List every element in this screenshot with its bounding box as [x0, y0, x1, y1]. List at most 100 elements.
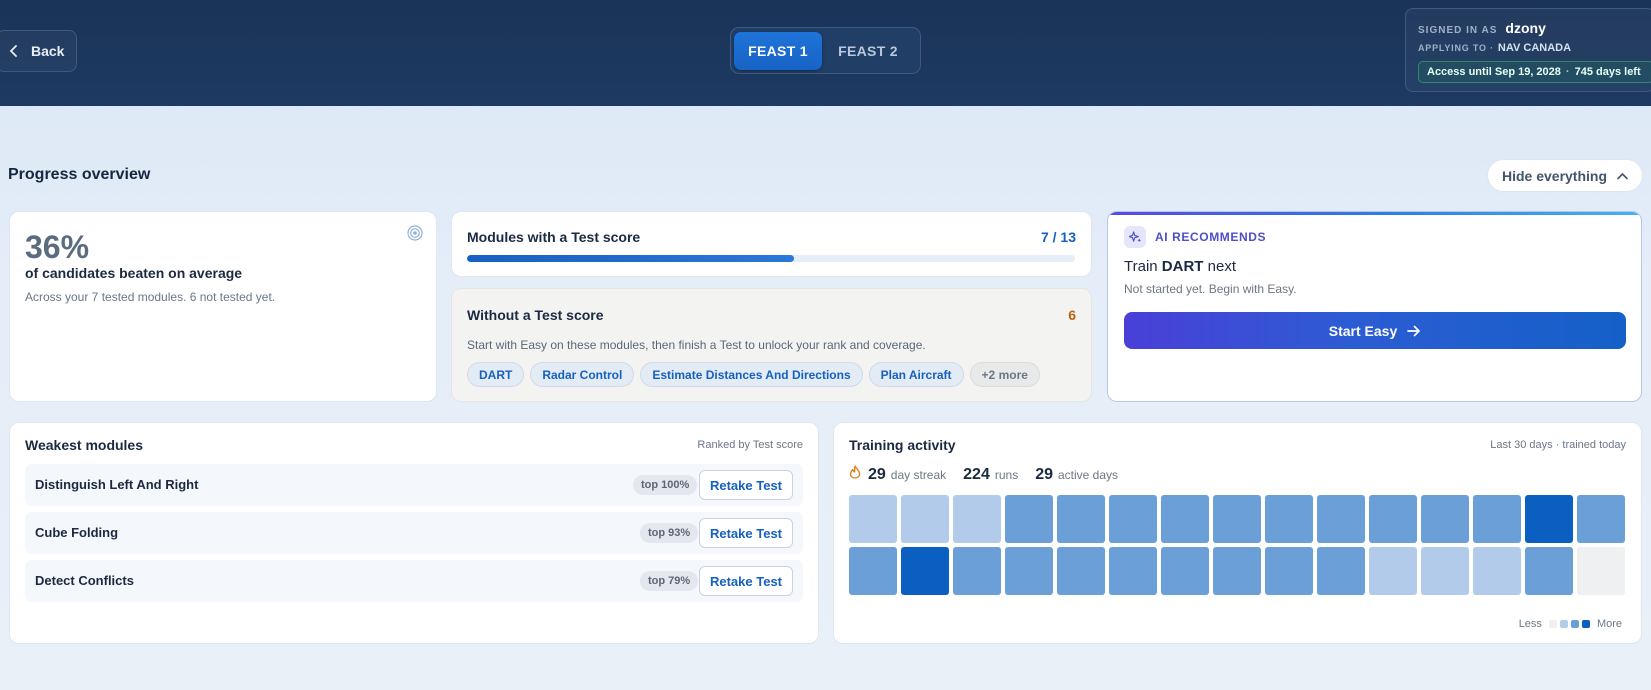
- signed-in-label: SIGNED IN AS: [1418, 25, 1498, 36]
- weakest-modules-title: Weakest modules: [25, 437, 144, 453]
- flame-icon: [849, 465, 861, 479]
- weak-module-rank-badge: top 100%: [633, 475, 698, 495]
- heatmap-cell: [1577, 547, 1625, 595]
- legend-less: Less: [1518, 618, 1542, 630]
- modules-progress-fill: [467, 255, 795, 262]
- heatmap-cell: [1265, 547, 1313, 595]
- legend-swatch: [1559, 620, 1568, 628]
- weak-module-row: Detect Conflicts top 79% Retake Test: [25, 560, 803, 602]
- without-score-title: Without a Test score: [467, 307, 604, 323]
- ai-train-prefix: Train: [1124, 258, 1162, 275]
- untested-module-chips: DART Radar Control Estimate Distances An…: [467, 362, 1040, 387]
- hide-everything-button[interactable]: Hide everything: [1487, 159, 1643, 192]
- beaten-subtext: Across your 7 tested modules. 6 not test…: [25, 290, 276, 304]
- training-activity-title: Training activity: [849, 437, 956, 453]
- active-days-label: active days: [1058, 468, 1119, 482]
- access-separator: ·: [1565, 66, 1570, 78]
- heatmap-cell: [1421, 547, 1469, 595]
- weak-module-name: Distinguish Left And Right: [35, 477, 199, 492]
- ai-train-suffix: next: [1203, 258, 1236, 275]
- retake-test-button[interactable]: Retake Test: [699, 518, 793, 548]
- heatmap-cell: [901, 547, 949, 595]
- modules-progress-bar: [467, 255, 1075, 262]
- without-score-description: Start with Easy on these modules, then f…: [467, 338, 926, 352]
- heatmap-cell: [1005, 547, 1053, 595]
- chip-dart[interactable]: DART: [467, 362, 525, 387]
- heatmap-cell: [901, 495, 949, 543]
- ai-recommendation-subtext: Not started yet. Begin with Easy.: [1124, 282, 1297, 296]
- start-easy-button[interactable]: Start Easy: [1124, 312, 1626, 349]
- retake-test-button[interactable]: Retake Test: [699, 470, 793, 500]
- account-card: SIGNED IN AS dzony APPLYING TO · NAV CAN…: [1405, 8, 1651, 92]
- heatmap-cell: [1473, 547, 1521, 595]
- access-until: Access until Sep 19, 2028: [1427, 66, 1561, 78]
- heatmap-cell: [1005, 495, 1053, 543]
- ai-accent-line: [1108, 212, 1641, 215]
- heatmap-cell: [1057, 547, 1105, 595]
- username: dzony: [1505, 20, 1546, 36]
- ranked-by-label: Ranked by Test score: [697, 439, 803, 451]
- weak-module-rank-badge: top 79%: [640, 571, 699, 591]
- training-activity-card: Training activity Last 30 days · trained…: [833, 422, 1642, 644]
- heatmap-cell: [1317, 495, 1365, 543]
- chevron-up-icon: [1617, 172, 1628, 179]
- heatmap-cell: [1161, 547, 1209, 595]
- chip-plan-aircraft[interactable]: Plan Aircraft: [868, 362, 964, 387]
- ai-recommendation-card: AI RECOMMENDS Train DART next Not starte…: [1107, 211, 1642, 402]
- weak-module-name: Cube Folding: [35, 525, 119, 540]
- weakest-modules-card: Weakest modules Ranked by Test score Dis…: [9, 422, 819, 644]
- applying-to-label: APPLYING TO ·: [1418, 43, 1494, 53]
- retake-test-button[interactable]: Retake Test: [699, 566, 793, 596]
- chip-more[interactable]: +2 more: [969, 362, 1040, 387]
- runs-count: 224: [963, 466, 990, 483]
- ai-recommends-label: AI RECOMMENDS: [1155, 230, 1267, 244]
- heatmap-cell: [1369, 495, 1417, 543]
- target-icon: [407, 225, 423, 241]
- activity-stats: 29 day streak 224 runs 29 active days: [849, 465, 1130, 484]
- heatmap-cell: [953, 547, 1001, 595]
- hide-everything-label: Hide everything: [1501, 167, 1608, 184]
- heatmap-cell: [1213, 547, 1261, 595]
- start-easy-label: Start Easy: [1328, 322, 1398, 339]
- beaten-label: of candidates beaten on average: [25, 265, 243, 281]
- legend-swatch: [1581, 620, 1590, 628]
- activity-range: Last 30 days · trained today: [1490, 439, 1626, 451]
- ai-recommendation-text: Train DART next: [1124, 258, 1236, 275]
- top-bar: Back FEAST 1 FEAST 2 SIGNED IN AS dzony …: [0, 0, 1651, 106]
- chip-radar-control[interactable]: Radar Control: [530, 362, 635, 387]
- back-button[interactable]: Back: [0, 30, 77, 72]
- chip-estimate-distances[interactable]: Estimate Distances And Directions: [640, 362, 863, 387]
- heatmap-cell: [1161, 495, 1209, 543]
- heatmap-cell: [1109, 547, 1157, 595]
- heatmap-cell: [1525, 547, 1573, 595]
- chevron-left-icon: [9, 45, 17, 57]
- legend-swatch: [1570, 620, 1579, 628]
- heatmap-cell: [849, 495, 897, 543]
- weak-module-row: Cube Folding top 93% Retake Test: [25, 512, 803, 554]
- tab-feast-1[interactable]: FEAST 1: [734, 31, 822, 70]
- modules-scored-card: Modules with a Test score 7 / 13: [451, 211, 1092, 277]
- beaten-percent: 36%: [25, 229, 90, 265]
- access-badge: Access until Sep 19, 2028 · 745 days lef…: [1418, 61, 1651, 83]
- weak-module-name: Detect Conflicts: [35, 573, 134, 588]
- arrow-right-icon: [1407, 325, 1421, 336]
- exam-tabs: FEAST 1 FEAST 2: [730, 27, 921, 74]
- modules-scored-title: Modules with a Test score: [467, 229, 641, 245]
- modules-scored-count: 7 / 13: [1040, 229, 1076, 245]
- page-title: Progress overview: [8, 166, 151, 183]
- heatmap-cell: [1473, 495, 1521, 543]
- heatmap-legend: Less More: [1515, 618, 1626, 630]
- sparkle-icon: [1124, 226, 1146, 248]
- activity-heatmap: [849, 495, 1625, 595]
- heatmap-cell: [1057, 495, 1105, 543]
- heatmap-cell: [1265, 495, 1313, 543]
- heatmap-cell: [1525, 495, 1573, 543]
- tab-feast-2[interactable]: FEAST 2: [838, 42, 898, 59]
- days-left: 745 days left: [1574, 66, 1641, 78]
- heatmap-cell: [1577, 495, 1625, 543]
- legend-more: More: [1596, 618, 1622, 630]
- heatmap-cell: [1421, 495, 1469, 543]
- streak-count: 29: [868, 466, 886, 483]
- ai-recommended-module: DART: [1161, 258, 1204, 275]
- weak-module-rank-badge: top 93%: [640, 523, 699, 543]
